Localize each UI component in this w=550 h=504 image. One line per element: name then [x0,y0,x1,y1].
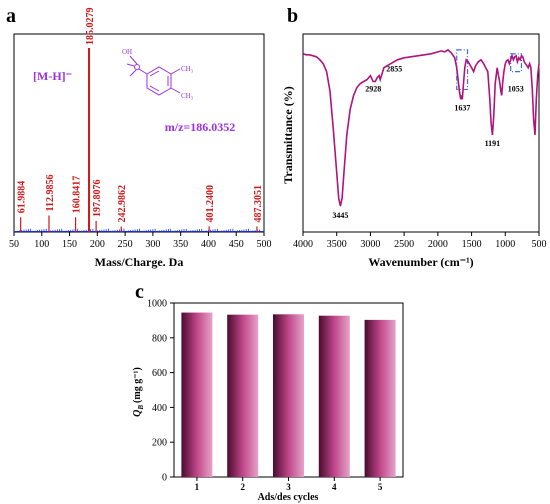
mz-annotation: m/z=186.0352 [165,120,236,134]
bar-y-axis-label: QB (mg g⁻¹) [132,367,145,417]
bar-x-tick-label: 2 [240,482,245,492]
ir-x-tick-label: 2000 [428,239,448,250]
ms-x-tick-label: 300 [145,239,160,250]
bar-y-axis: 0 200 400 600 800 1000 [147,299,174,484]
methyl-bond-1 [170,68,181,75]
ms-x-tick-label: 150 [62,239,77,250]
ir-x-tick-label: 1000 [495,239,515,250]
ir-x-tick-label: 2500 [394,239,414,250]
ir-x-tick-label: 3000 [360,239,380,250]
ms-peak-label: 242.9862 [117,185,128,223]
s-o-bond-1 [126,63,135,67]
bar-y-tick-label: 600 [152,368,167,379]
ms-x-tick-label: 350 [173,239,188,250]
ms-x-tick-label: 50 [9,239,19,250]
ring-double-bond-1 [149,70,160,77]
ylabel-q: Q [132,410,143,417]
ms-peak-label: 160.8417 [72,176,83,214]
ms-peak-label: 61.9884 [17,181,28,214]
ir-y-axis-label: Transmittance (%) [281,86,295,183]
ms-x-tick-label: 250 [118,239,133,250]
ir-peak-label: 3445 [332,211,348,220]
ms-peaks: 61.9884 112.9856 160.8417 185.0279 197.8076 2… [17,8,264,232]
ir-x-tick-label: 4000 [293,239,313,250]
ms-baseline-noise [14,228,264,232]
s-o-bond-2 [129,69,137,77]
bar-x-tick-label: 1 [195,482,200,492]
ir-x-tick-label: 500 [532,239,547,250]
ring-double-bond-3 [149,85,160,92]
ms-peak-label: 401.2400 [205,185,216,223]
bar-y-tick-label: 200 [152,438,167,449]
mass-spectrum-chart: a 61.9884 112.9856 160.8417 185.0279 197.807… [6,5,272,269]
bar-x-tick-label: 3 [286,482,291,492]
bar-series [181,312,396,477]
ir-plot-frame [302,33,540,233]
ms-peak-label: 185.0279 [85,8,96,46]
ylabel-subscript: B [137,405,145,411]
chemical-structure-icon [126,55,181,96]
bar-x-tick-label: 4 [332,482,337,492]
bar [181,312,213,477]
ir-x-tick-label: 3500 [327,239,347,250]
ms-x-tick-label: 450 [229,239,244,250]
sulfur-atom-shape [134,64,140,70]
bar-y-tick-label: 1000 [147,299,167,310]
bar [318,315,350,477]
bar-y-tick-label: 0 [162,473,167,484]
bar [227,314,259,477]
ms-peak-label: 487.3051 [253,185,264,223]
ir-x-axis: 4000 3500 3000 2500 2000 1500 1000 500 [293,232,547,250]
ir-peak-labels: 3445 2928 2855 1637 1191 1053 [332,65,523,221]
ion-annotation: [M-H]⁻ [33,69,72,83]
ms-x-axis-label: Mass/Charge. Da [95,255,184,269]
methyl-label-1: CH₃ [181,65,194,73]
hydroxyl-label: OH [122,48,132,56]
ir-x-axis-label: Wavenumber (cm⁻¹) [368,255,473,269]
ring-to-sulfur-bond [138,68,148,75]
ir-peak-label: 2855 [386,65,402,74]
ms-x-tick-label: 100 [34,239,49,250]
panel-letter-c: c [135,281,144,303]
ms-x-tick-label: 500 [257,239,272,250]
ms-peak-label: 197.8076 [92,179,103,216]
bar-x-axis: 1 2 3 4 5 [195,477,383,492]
ms-x-tick-label: 200 [90,239,105,250]
ir-peak-label: 2928 [365,85,381,94]
s-oh-bond [129,55,138,65]
ir-x-tick-label: 1500 [462,239,482,250]
bar-y-tick-label: 400 [152,403,167,414]
ir-peak-label: 1191 [485,139,501,148]
ms-x-tick-label: 400 [201,239,216,250]
bar [364,319,396,477]
methyl-bond-2 [170,87,181,94]
methyl-label-2: CH₃ [181,92,194,100]
ir-highlight-box [510,53,523,73]
ir-spectrum-line [302,48,540,207]
cycles-bar-chart: c 0 200 400 600 800 1000 1 2 3 4 5 Ads/des cycles… [132,281,404,503]
ms-peak-label: 112.9856 [45,174,56,211]
bar-x-tick-label: 5 [378,482,383,492]
ftir-spectrum-chart: b 3445 2928 2855 1637 1191 1053 4000 3500 3000 2… [281,5,547,269]
ylabel-unit: (mg g⁻¹) [132,367,143,403]
panel-letter-b: b [287,5,298,27]
bar-y-tick-label: 800 [152,333,167,344]
ir-peak-label: 1053 [508,84,524,93]
panel-letter-a: a [6,5,16,27]
bar [273,314,304,477]
ms-x-axis: 50 100 150 200 250 300 350 400 450 500 [9,232,272,250]
ir-peak-label: 1637 [454,103,470,112]
bar-x-axis-label: Ads/des cycles [258,492,319,503]
